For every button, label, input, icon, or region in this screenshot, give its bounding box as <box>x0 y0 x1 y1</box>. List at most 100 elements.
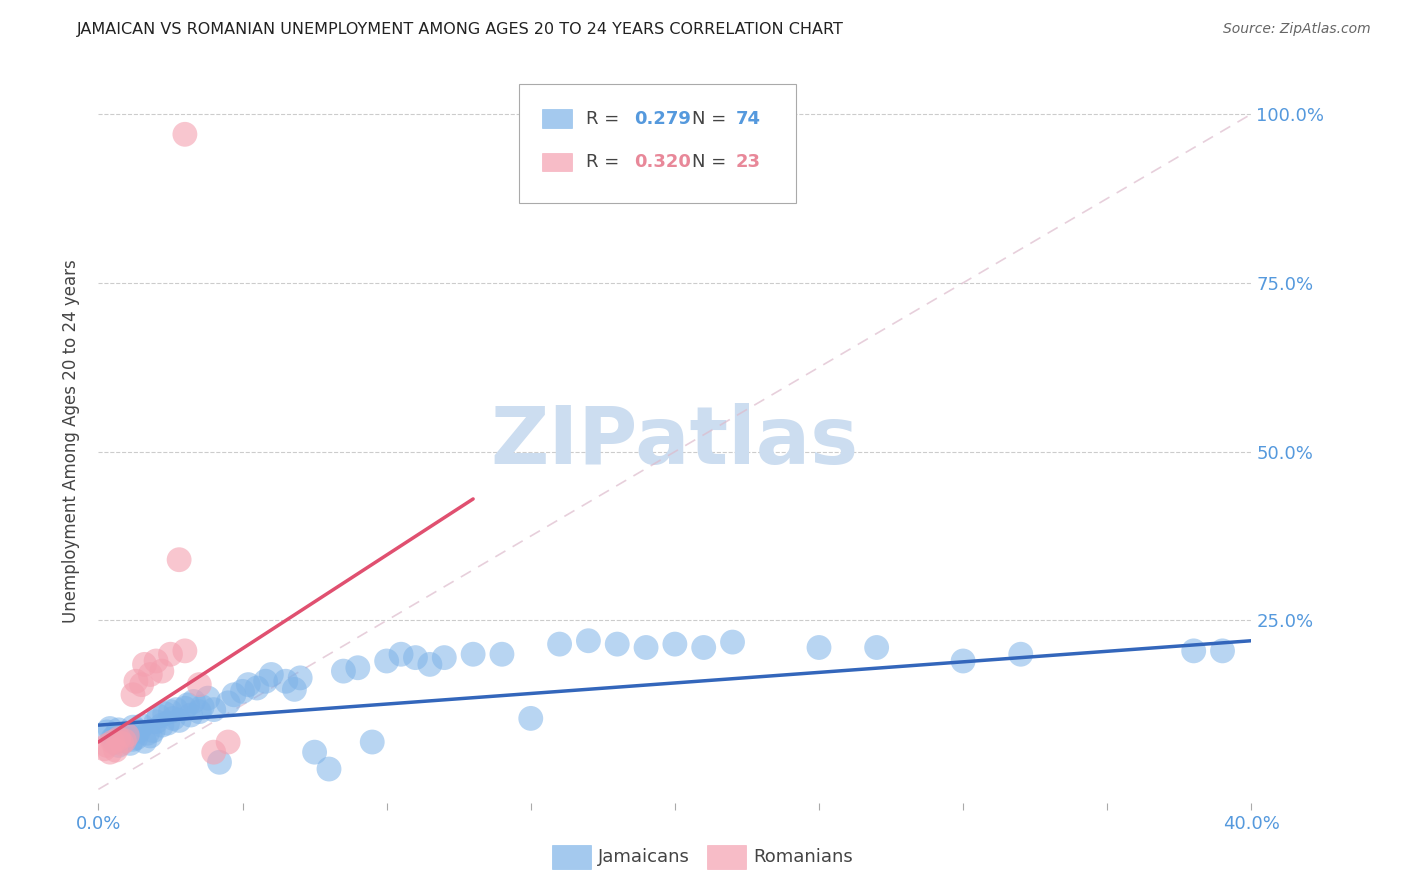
Jamaicans <box>254 674 277 689</box>
Jamaicans <box>107 739 129 753</box>
Jamaicans <box>208 756 231 770</box>
Jamaicans <box>217 696 239 710</box>
Jamaicans <box>145 714 167 729</box>
Romanians <box>202 745 225 759</box>
Jamaicans <box>110 730 132 744</box>
Text: N =: N = <box>692 110 733 128</box>
Jamaicans <box>721 635 744 649</box>
Jamaicans <box>548 637 571 651</box>
Jamaicans <box>104 728 127 742</box>
Jamaicans <box>1010 647 1032 661</box>
Jamaicans <box>128 724 150 739</box>
Jamaicans <box>162 711 184 725</box>
Romanians <box>101 735 124 749</box>
Jamaicans <box>120 736 142 750</box>
Romanians <box>112 733 135 747</box>
Y-axis label: Unemployment Among Ages 20 to 24 years: Unemployment Among Ages 20 to 24 years <box>62 260 80 624</box>
Jamaicans <box>125 731 148 745</box>
Jamaicans <box>159 705 181 719</box>
Jamaicans <box>96 725 118 739</box>
Text: R =: R = <box>586 153 626 171</box>
Romanians <box>110 736 132 750</box>
Jamaicans <box>231 684 254 698</box>
Romanians <box>98 745 121 759</box>
Jamaicans <box>405 650 427 665</box>
Romanians <box>217 735 239 749</box>
Jamaicans <box>101 731 124 746</box>
Jamaicans <box>664 637 686 651</box>
Text: N =: N = <box>692 153 733 171</box>
Jamaicans <box>174 701 197 715</box>
Jamaicans <box>636 640 658 655</box>
Text: 74: 74 <box>735 110 761 128</box>
Jamaicans <box>361 735 384 749</box>
Jamaicans <box>183 694 205 708</box>
Jamaicans <box>433 650 456 665</box>
Romanians <box>107 731 129 746</box>
FancyBboxPatch shape <box>707 845 747 870</box>
Text: Romanians: Romanians <box>754 848 853 866</box>
Jamaicans <box>222 688 245 702</box>
Text: 0.320: 0.320 <box>634 153 692 171</box>
Jamaicans <box>122 720 145 734</box>
Jamaicans <box>156 716 179 731</box>
Jamaicans <box>952 654 974 668</box>
Jamaicans <box>98 722 121 736</box>
Romanians <box>150 664 173 678</box>
FancyBboxPatch shape <box>551 845 591 870</box>
Jamaicans <box>1182 644 1205 658</box>
Jamaicans <box>419 657 441 672</box>
Romanians <box>96 739 118 753</box>
Jamaicans <box>148 709 170 723</box>
Romanians <box>188 678 211 692</box>
Romanians <box>145 654 167 668</box>
Jamaicans <box>693 640 716 655</box>
Romanians <box>93 741 115 756</box>
Jamaicans <box>117 727 139 741</box>
Text: Jamaicans: Jamaicans <box>598 848 689 866</box>
FancyBboxPatch shape <box>543 153 572 171</box>
Jamaicans <box>122 732 145 747</box>
Jamaicans <box>304 745 326 759</box>
Romanians <box>174 128 197 142</box>
Jamaicans <box>153 706 176 721</box>
Romanians <box>174 644 197 658</box>
Jamaicans <box>332 664 354 678</box>
Jamaicans <box>318 762 340 776</box>
Text: 0.279: 0.279 <box>634 110 692 128</box>
Jamaicans <box>197 691 219 706</box>
FancyBboxPatch shape <box>519 84 796 203</box>
Romanians <box>104 743 127 757</box>
Jamaicans <box>180 708 202 723</box>
Text: 23: 23 <box>735 153 761 171</box>
Romanians <box>125 674 148 689</box>
Romanians <box>159 647 181 661</box>
Jamaicans <box>246 681 269 695</box>
Romanians <box>134 657 156 672</box>
Romanians <box>139 667 162 681</box>
Romanians <box>122 688 145 702</box>
Jamaicans <box>283 682 305 697</box>
Jamaicans <box>260 667 283 681</box>
Text: Source: ZipAtlas.com: Source: ZipAtlas.com <box>1223 22 1371 37</box>
Romanians <box>167 552 190 566</box>
Jamaicans <box>177 698 200 712</box>
Jamaicans <box>202 703 225 717</box>
Jamaicans <box>520 711 543 725</box>
Jamaicans <box>112 733 135 747</box>
Jamaicans <box>274 674 297 689</box>
Text: R =: R = <box>586 110 626 128</box>
Jamaicans <box>165 703 187 717</box>
Jamaicans <box>134 734 156 748</box>
Jamaicans <box>139 729 162 743</box>
FancyBboxPatch shape <box>543 109 572 128</box>
Jamaicans <box>167 714 190 728</box>
Romanians <box>131 678 153 692</box>
Jamaicans <box>808 640 831 655</box>
Jamaicans <box>150 718 173 732</box>
Jamaicans <box>104 735 127 749</box>
Jamaicans <box>107 723 129 737</box>
Jamaicans <box>491 647 513 661</box>
Text: JAMAICAN VS ROMANIAN UNEMPLOYMENT AMONG AGES 20 TO 24 YEARS CORRELATION CHART: JAMAICAN VS ROMANIAN UNEMPLOYMENT AMONG … <box>77 22 844 37</box>
Jamaicans <box>188 705 211 719</box>
